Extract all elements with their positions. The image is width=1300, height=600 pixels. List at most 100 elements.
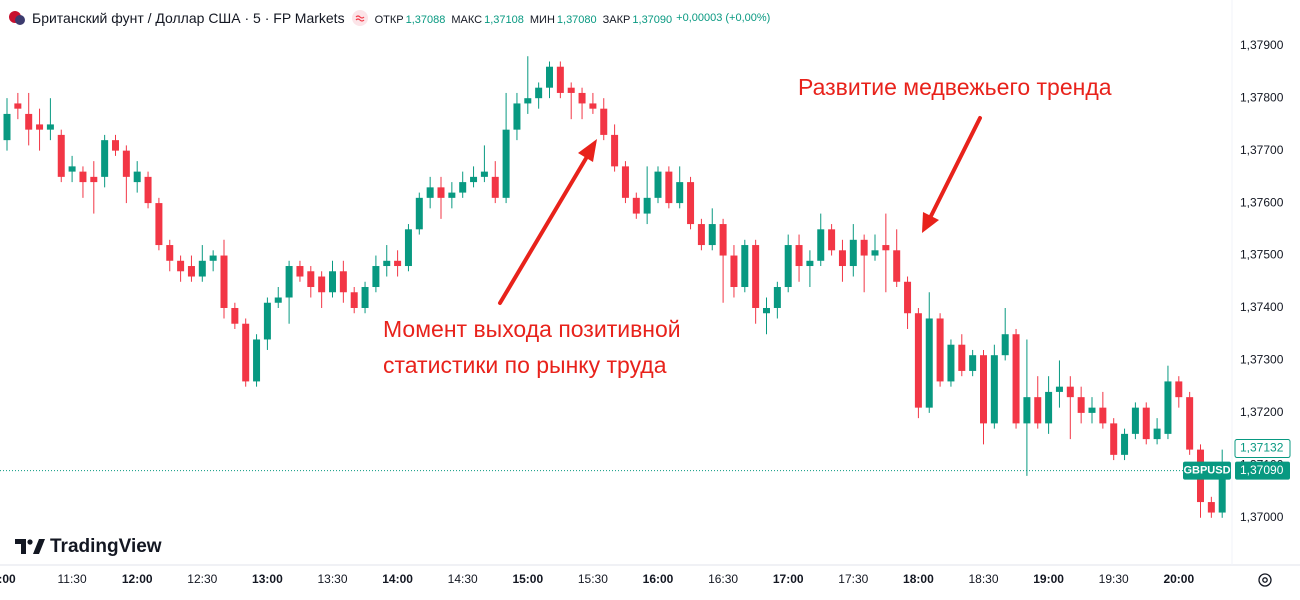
candle-body [578,92,586,104]
settings-icon[interactable] [1258,573,1272,587]
candle-body [1055,386,1063,392]
candle-body [122,150,130,177]
candle-body [1153,428,1161,440]
candle-body [730,255,738,288]
candle-body [524,98,532,104]
symbol-title[interactable]: Британский фунт / Доллар США · 5 · FP Ma… [32,10,345,26]
candle-body [632,197,640,214]
candle-body [1034,397,1042,424]
candle-body [3,113,11,141]
candle-body [990,355,998,424]
y-tick-label: 1,37200 [1240,405,1284,419]
candle-body [1012,334,1020,424]
candle-body [1186,397,1194,450]
x-tick-label: 15:00 [512,572,543,586]
candle-body [253,339,261,382]
candle-body [1110,423,1118,455]
ohlc-value: 1,37088 [405,14,446,26]
candle-body [1088,407,1096,413]
x-tick-label: 13:00 [252,572,283,586]
ohlc-values: ОТКР 1,37088 МАКС 1,37108 МИН 1,37080 ЗАКР 1,37… [369,10,673,26]
arrow [922,116,982,233]
candle-body [980,355,987,424]
candle-body [242,323,250,382]
x-tick-label: 19:30 [1099,572,1129,586]
ohlc-value: 1,37090 [632,14,673,26]
candle-body [220,255,228,308]
y-tick-label: 1,37500 [1240,248,1284,262]
candle-body [535,87,543,99]
candle-body [1023,397,1031,424]
price-tag [1235,461,1290,480]
candle-body [209,255,217,261]
y-tick-label: 1,37000 [1240,510,1284,524]
candle-body [556,66,564,93]
candle-body [936,318,944,382]
candle-body [1142,407,1150,440]
candle-body [133,171,141,183]
y-tick-label: 1,37800 [1240,90,1284,104]
candle-body [383,260,391,267]
candle-body [470,176,478,183]
candle-body [480,171,488,177]
candle-body [1077,397,1085,413]
candle-body [752,245,760,308]
annotation: Развитие медвежьего тренда [798,74,1112,100]
y-tick-label: 1,37400 [1240,300,1284,314]
candle-body [177,260,185,272]
candle-body [806,260,814,267]
candle-body [600,108,608,135]
candle-body [1218,470,1226,513]
candle-body [448,192,456,198]
candle-body [676,182,684,204]
branding: TradingView [50,536,162,557]
y-tick-label: 1,37700 [1240,143,1284,157]
candle-body [1131,407,1139,434]
candle-body [263,302,271,340]
candle-body [904,281,912,314]
candle-body [1164,381,1172,434]
candle-body [567,87,575,93]
marker-tag [1234,439,1291,459]
candle-body [361,287,369,308]
candle-body [849,239,857,267]
symbol-icon [9,11,25,25]
marker-label: 1,37132 [1240,441,1284,455]
candle-body [611,134,619,167]
candle-body [318,276,326,293]
candle-body [828,229,836,251]
candle-body [46,124,54,130]
candle-body [166,245,174,261]
x-tick-label: 20:00 [1163,572,1194,586]
candle-body [838,250,846,267]
x-tick-label: 15:30 [578,572,608,586]
arrow [498,139,597,305]
candle-body [112,140,119,151]
price-label: 1,37090 [1240,463,1284,477]
y-tick-label: 1,37900 [1240,38,1284,52]
candle-body [459,182,467,193]
candle-body [643,197,651,214]
x-tick-label: 16:30 [708,572,738,586]
annotation: Момент выхода позитивной [383,316,681,342]
ohlc-value: 1,37108 [484,14,524,26]
ohlc-key: МАКС [451,14,483,26]
candle-body [57,134,65,177]
x-tick-label: 13:30 [317,572,347,586]
candle-body [307,271,315,288]
candle-body [101,140,109,177]
candle-body [860,239,868,256]
candle-body [285,266,293,298]
candle-body [773,287,781,308]
candle-body [36,124,44,130]
candle-body [426,187,434,198]
change-value: +0,00003 (+0,00%) [676,12,771,24]
x-tick-label: 17:30 [838,572,868,586]
candle-body [394,260,402,267]
exchange-icon [351,10,368,26]
candle-body [882,245,890,251]
candle-body [763,307,770,314]
candle-body [90,176,98,183]
candle-body [546,66,553,88]
